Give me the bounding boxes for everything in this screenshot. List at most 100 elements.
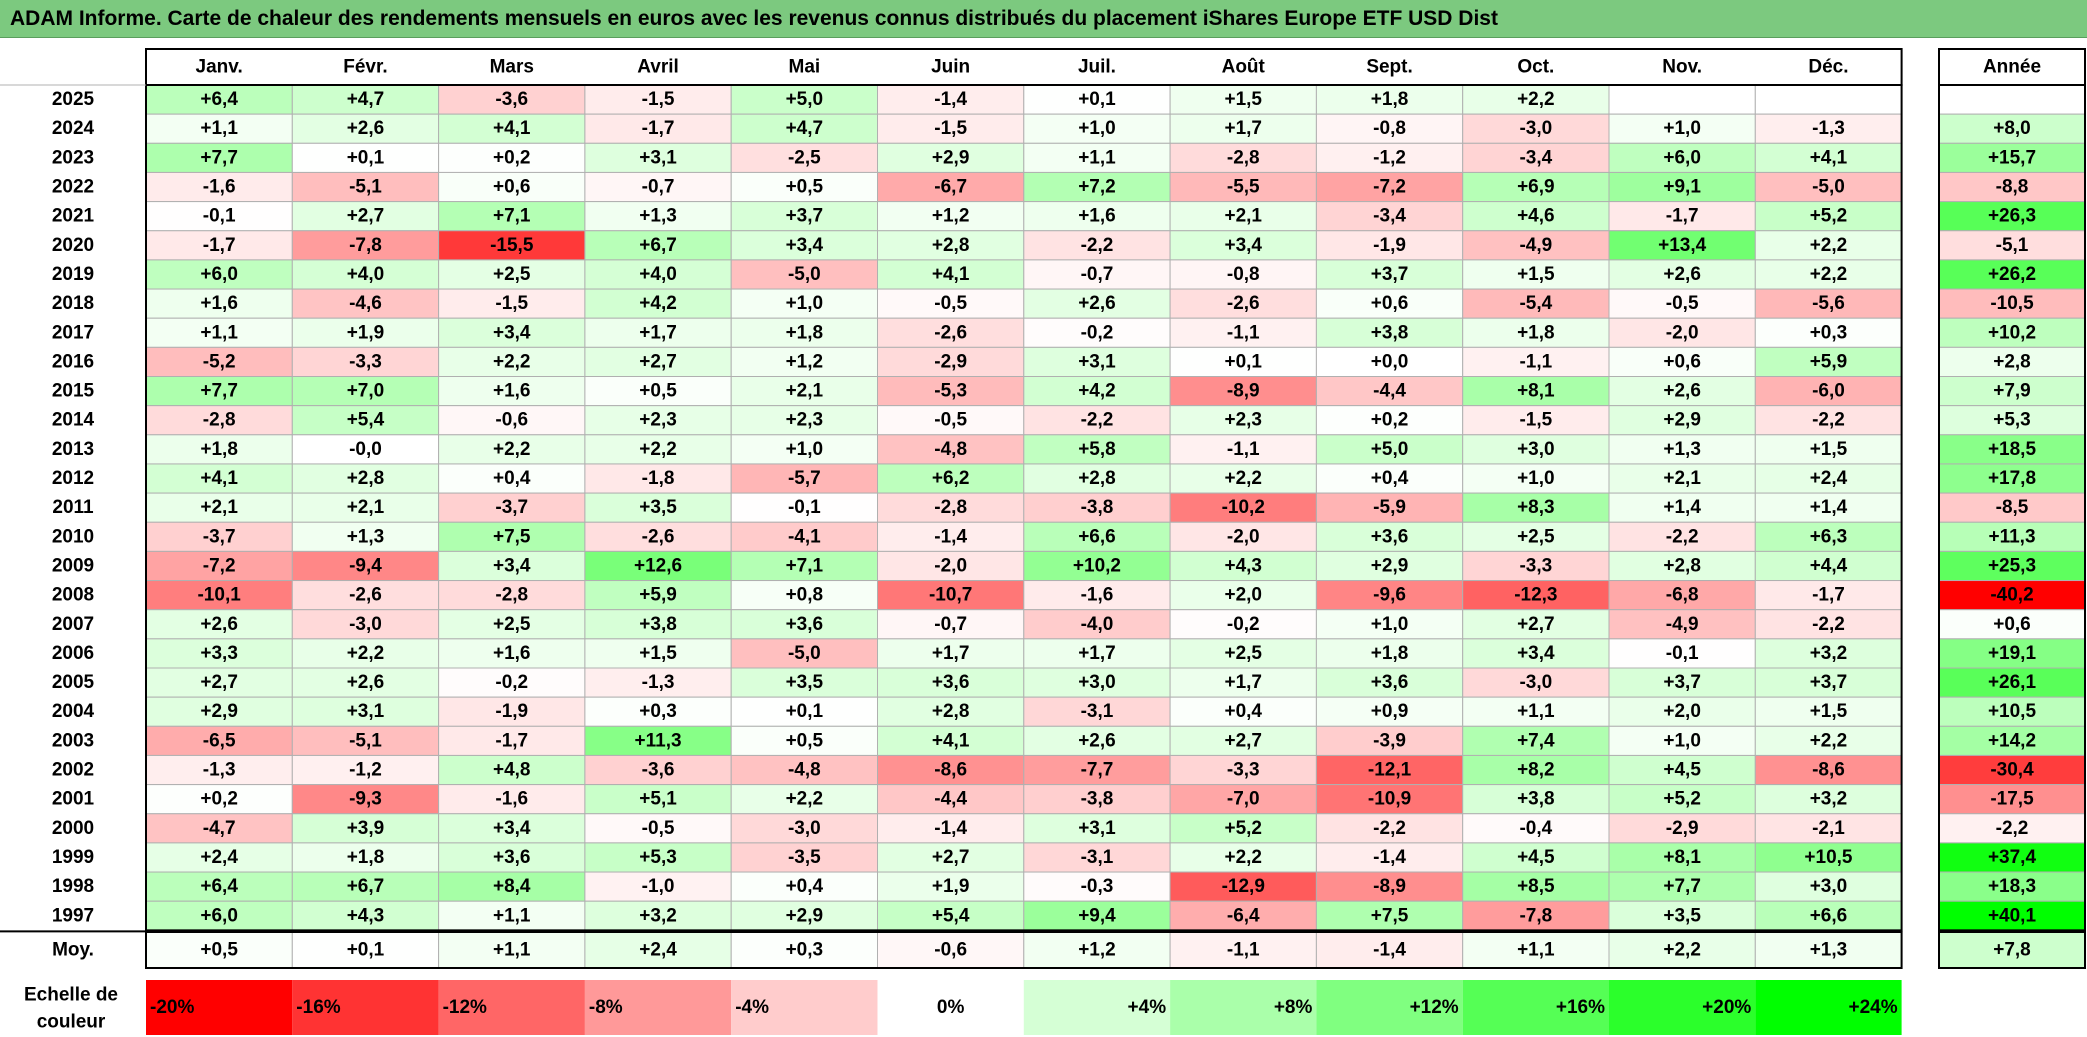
heatmap-cell	[438, 405, 586, 436]
cell-value: -4,0	[1081, 614, 1114, 635]
heatmap-cell	[438, 230, 586, 261]
heatmap-cell	[584, 317, 732, 348]
cell-value: +7,5	[1371, 905, 1409, 926]
cell-value: -0,5	[934, 410, 967, 431]
cell-value: -1,6	[495, 789, 528, 810]
year-label: 2020	[52, 235, 94, 256]
heatmap-cell	[877, 113, 1025, 144]
heatmap-cell	[438, 638, 586, 669]
cell-value: -0,6	[495, 410, 528, 431]
cell-value: -1,5	[934, 118, 967, 139]
color-scale-swatch	[438, 980, 585, 1035]
year-label: 1997	[52, 905, 94, 926]
color-scale-swatch	[1609, 980, 1756, 1035]
month-header: Juil.	[1078, 57, 1116, 78]
heatmap-cell	[1754, 492, 1903, 523]
average-value: -0,6	[934, 940, 967, 961]
cell-value: -3,4	[1373, 206, 1406, 227]
cell-value: -1,1	[1227, 439, 1260, 460]
cell-value: -0,5	[934, 293, 967, 314]
cell-value: +2,3	[1224, 410, 1262, 431]
cell-value: +1,1	[200, 118, 238, 139]
heatmap-cell	[730, 142, 879, 173]
cell-value: -2,5	[788, 147, 821, 168]
cell-value: +1,6	[200, 293, 238, 314]
heatmap-cell	[877, 638, 1025, 669]
cell-value: +7,1	[493, 206, 531, 227]
cell-value: +2,1	[1663, 468, 1701, 489]
heatmap-cell	[291, 754, 440, 786]
cell-value: -3,3	[1227, 760, 1260, 781]
heatmap-cell	[584, 142, 732, 173]
color-scale-label: Echelle de	[24, 985, 118, 1006]
cell-value: +9,1	[1663, 177, 1701, 198]
cell-value: -3,7	[203, 526, 236, 547]
annual-value: +19,1	[1988, 643, 2037, 664]
cell-value: -4,1	[788, 526, 821, 547]
heatmap-cell	[877, 171, 1025, 203]
heatmap-cell	[877, 900, 1025, 931]
cell-value: -10,2	[1222, 497, 1265, 518]
heatmap-cell	[1462, 842, 1610, 873]
cell-value: +1,7	[1078, 643, 1116, 664]
cell-value: +5,1	[639, 789, 677, 810]
year-label: 2019	[52, 264, 94, 285]
heatmap-cell	[1462, 405, 1610, 436]
heatmap-cell	[291, 405, 440, 436]
annual-value: +11,3	[1988, 526, 2035, 547]
cell-value: +5,4	[347, 410, 385, 431]
cell-value: +1,2	[932, 206, 970, 227]
cell-value: -1,6	[1081, 585, 1114, 606]
heatmap-cell	[1169, 171, 1317, 203]
heatmap-cell	[730, 638, 879, 669]
heatmap-cell	[291, 230, 440, 261]
heatmap-cell	[145, 171, 293, 203]
cell-value: +2,2	[1224, 847, 1262, 868]
cell-value: -1,7	[495, 730, 528, 751]
heatmap-cell	[438, 376, 586, 407]
heatmap-cell	[1754, 638, 1903, 669]
cell-value: +1,8	[786, 322, 824, 343]
heatmap-cell	[1169, 725, 1317, 756]
cell-value: +2,8	[932, 235, 970, 256]
year-label: 2010	[52, 526, 94, 547]
heatmap-cell	[1023, 346, 1171, 378]
heatmap-cell	[730, 317, 879, 348]
heatmap-cell	[730, 580, 879, 611]
cell-value: +1,8	[1371, 643, 1409, 664]
heatmap-cell	[1462, 725, 1610, 756]
heatmap-cell	[730, 900, 879, 931]
heatmap-cell	[1754, 288, 1903, 319]
average-value: +2,4	[639, 940, 677, 961]
heatmap-cell	[1608, 784, 1756, 815]
heatmap-cell	[438, 259, 586, 290]
cell-value: -0,7	[642, 177, 675, 198]
cell-value: +0,4	[493, 468, 531, 489]
annual-cell	[1938, 434, 2086, 465]
annual-cell	[1938, 638, 2086, 669]
cell-value: +2,5	[493, 264, 531, 285]
annual-value: +26,3	[1988, 206, 2036, 227]
cell-value: +7,7	[200, 147, 238, 168]
cell-value: -9,6	[1373, 585, 1406, 606]
cell-value: -2,2	[1373, 818, 1406, 839]
year-label: 1998	[52, 876, 94, 897]
cell-value: -1,6	[203, 177, 236, 198]
heatmap-cell	[1754, 317, 1903, 348]
heatmap-cell	[1754, 900, 1903, 931]
average-value: +0,1	[347, 940, 385, 961]
heatmap-cell	[1608, 638, 1756, 669]
cell-value: -2,8	[934, 497, 967, 518]
cell-value: +6,6	[1078, 526, 1116, 547]
year-label: 2007	[52, 614, 94, 635]
cell-value: -2,9	[934, 351, 967, 372]
heatmap-cell	[877, 784, 1025, 815]
cell-value: +7,1	[786, 555, 824, 576]
heatmap-cell	[584, 638, 732, 669]
heatmap-cell	[1315, 405, 1464, 436]
heatmap-cell	[438, 346, 586, 378]
heatmap-cell	[1754, 871, 1903, 902]
cell-value: -0,8	[1227, 264, 1260, 285]
cell-value: +5,9	[639, 585, 677, 606]
cell-value: -3,0	[788, 818, 821, 839]
